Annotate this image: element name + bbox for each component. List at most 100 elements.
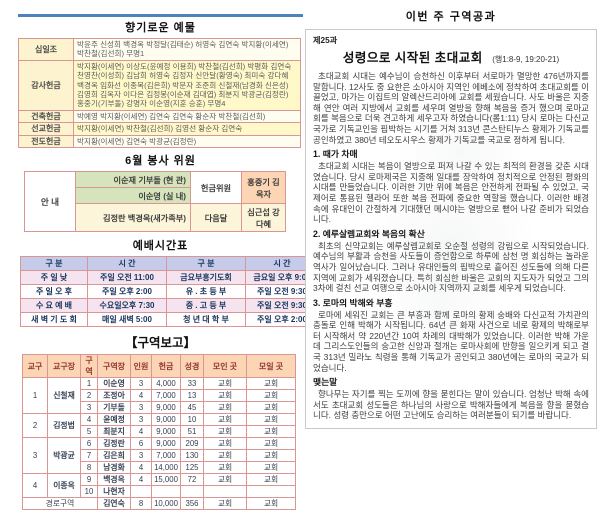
table-row: 경로구역 김연숙 8 10,000 356 교회 교회 (22, 497, 296, 510)
service-name: 유 . 초 등 부 (166, 284, 246, 300)
section-paragraph: 최초의 신약교회는 예루살렘교회로 오순절 성령의 강림으로 시작되었습니다. … (313, 240, 589, 294)
offering-type-label: 감사헌금 (18, 59, 74, 111)
lesson-box: 제25과 성령으로 시작된 초대교회 (행1:8-9, 19:20-21) 초대… (305, 29, 597, 430)
table-row: 3 박광균 6 김정란 6 9,000 209 교회 교회 (22, 437, 296, 475)
offering-type-label: 십일조 (18, 38, 74, 61)
service-times-table: 구 분 시 간 구 분 시 간 주 일 낮 주일 오전 11:00 금요부흥기도… (20, 256, 319, 328)
table-row: 새 벽 기 도 회 매일 새벽 5:00 청 년 대 학 부 주일 오후 2:0… (20, 312, 319, 328)
position-label: 헌금위원 (190, 171, 242, 205)
table-row: 전도헌금 박지황(이세연) 김연숙 박광균(김정란) (18, 134, 301, 149)
offering-names: 박예영 박지황(이세연) 김연숙 김연숙 황순자 박찬철(김선희) (73, 109, 301, 124)
bible-reading: 209 (180, 437, 204, 451)
offering-names: 박윤주 신성희 백경옥 박정달(김태순) 허영숙 김연숙 박지황(이세연) 박찬… (73, 38, 301, 61)
top-divider-rule (18, 14, 303, 17)
bible-reading: 33 (180, 377, 204, 391)
service-name: 주 일 오 후 (20, 284, 88, 300)
volunteer-name: 김정란 백경옥(새가족부) (75, 203, 191, 233)
attendance: 4 (130, 425, 152, 439)
scripture-reference: (행1:8-9, 19:20-21) (492, 55, 560, 64)
attendance: 3 (130, 377, 152, 391)
weekly-lesson-header: 이번 주 구역공과 (405, 11, 497, 23)
met-place: 교회 (203, 449, 247, 463)
offering-amount: 9,000 (151, 437, 181, 451)
column-header: 구역장 (97, 354, 131, 379)
district-leader: 백경옥 (97, 473, 131, 487)
section-paragraph: 향나무는 자기를 찍는 도끼에 향을 묻힌다는 말이 있습니다. 엄청난 박해 … (313, 389, 589, 421)
senior-district-label: 경로구역 (22, 497, 98, 510)
met-place: 교회 (203, 425, 247, 439)
table-row: 안 내 이순재 기부돌 (현 관) 헌금위원 홍중기 김옥자 (24, 171, 286, 233)
district-report-title: 【구역보고】 (124, 336, 196, 351)
district-no: 1 (80, 377, 98, 391)
district-no: 7 (80, 449, 98, 463)
bible-reading: 45 (180, 401, 204, 415)
attendance (130, 485, 152, 499)
table-row: 주 일 낮 주일 오전 11:00 금요부흥기도회 금요일 오후 9:00 (20, 270, 319, 286)
lesson-intro-paragraph: 초대교회 시대는 예수님이 승천하신 이후부터 서로마가 멸망한 476년까지를… (313, 71, 589, 145)
met-place: 교회 (203, 461, 247, 475)
district-leader: 김정란 (97, 437, 131, 451)
district-leader: 김은희 (97, 449, 131, 463)
offering-amount: 4,000 (151, 377, 181, 391)
offering-names: 박지황(이세연) 박찬철(김선희) 김영선 황순자 김연숙 (73, 122, 301, 136)
offerings-table: 십일조 박윤주 신성희 백경옥 박정달(김태순) 허영숙 김연숙 박지황(이세연… (18, 38, 301, 149)
bible-reading: 13 (180, 389, 204, 403)
table-row: 1 신철재 1 이순영 3 4,000 33 교회 교회 (22, 377, 296, 415)
district-no: 6 (80, 437, 98, 451)
bible-reading: 125 (180, 461, 204, 475)
district-no: 8 (80, 461, 98, 475)
offerings-title: 향기로운 예물 (125, 22, 196, 34)
met-place (203, 485, 247, 499)
district-no: 9 (80, 473, 98, 487)
column-header: 교구장 (47, 354, 81, 379)
parish-leader: 이종옥 (47, 473, 81, 499)
attendance: 8 (130, 497, 152, 510)
attendance: 4 (130, 461, 152, 475)
table-row: 건축헌금 박예영 박지황(이세연) 김연숙 김연숙 황순자 박찬철(김선희) (18, 109, 301, 124)
attendance: 6 (130, 437, 152, 451)
offering-type-label: 전도헌금 (18, 134, 74, 149)
table-header-row: 구 분 시 간 구 분 시 간 (20, 256, 319, 272)
met-place: 교회 (203, 377, 247, 391)
guide-label: 안 내 (24, 171, 76, 233)
bulletin-left-page: 향기로운 예물 십일조 박윤주 신성희 백경옥 박정달(김태순) 허영숙 김연숙… (18, 14, 319, 510)
service-time: 금요일 오후 9:00 (245, 270, 319, 286)
service-time: 수요일오후 7:30 (87, 298, 167, 314)
parish-no: 4 (22, 473, 48, 499)
offering-names: 박지황(이세연) 이상도(윤예정 이용희) 박찬철(김선희) 박평화 김연숙 천… (73, 59, 301, 111)
table-row: 수 요 예 배 수요일오후 7:30 중 . 고 등 부 주일 오전 9:30 (20, 298, 319, 314)
current-members: 홍중기 김옥자 (241, 171, 286, 205)
column-header: 모일 곳 (246, 354, 296, 379)
district-no: 2 (80, 389, 98, 403)
table-row: 십일조 박윤주 신성희 백경옥 박정달(김태순) 허영숙 김연숙 박지황(이세연… (18, 38, 301, 61)
column-header: 구역 (80, 354, 98, 379)
lesson-body: 초대교회 시대는 예수님이 승천하신 이후부터 서로마가 멸망한 476년까지를… (313, 71, 589, 421)
service-name: 주 일 낮 (20, 270, 88, 286)
bible-reading: 130 (180, 449, 204, 463)
met-place: 교회 (203, 473, 247, 487)
offering-type-label: 선교헌금 (18, 122, 74, 136)
service-name: 수 요 예 배 (20, 298, 88, 314)
volunteer-name: 이순영 (실 내) (75, 187, 191, 205)
offering-amount: 7,000 (151, 449, 181, 463)
parish-leader: 신철재 (47, 377, 81, 415)
column-header: 인원 (130, 354, 152, 379)
meet-place: 교회 (246, 437, 296, 451)
attendance: 4 (130, 389, 152, 403)
meet-place (246, 485, 296, 499)
meet-place: 교회 (246, 461, 296, 475)
lesson-title: 성령으로 시작된 초대교회 (342, 51, 483, 65)
met-place: 교회 (203, 497, 247, 510)
meet-place: 교회 (246, 497, 296, 510)
offering-amount: 15,000 (151, 473, 181, 487)
offering-amount (151, 485, 181, 499)
service-time: 주일 오후 2:00 (87, 284, 167, 300)
column-header: 구 분 (166, 256, 246, 272)
section-heading: 2. 예루살렘교회와 복음의 확산 (313, 228, 425, 239)
column-header: 성경 (180, 354, 204, 379)
bible-reading: 356 (180, 497, 204, 510)
section-heading: 맺는말 (313, 377, 338, 388)
service-times-title: 예배시간표 (132, 240, 189, 253)
bulletin-right-page: 이번 주 구역공과 제25과 성령으로 시작된 초대교회 (행1:8-9, 19… (305, 8, 597, 430)
district-report-table: 교구 교구장 구역 구역장 인원 헌금 성경 모인 곳 모일 곳 1 신철재 1… (22, 354, 296, 510)
